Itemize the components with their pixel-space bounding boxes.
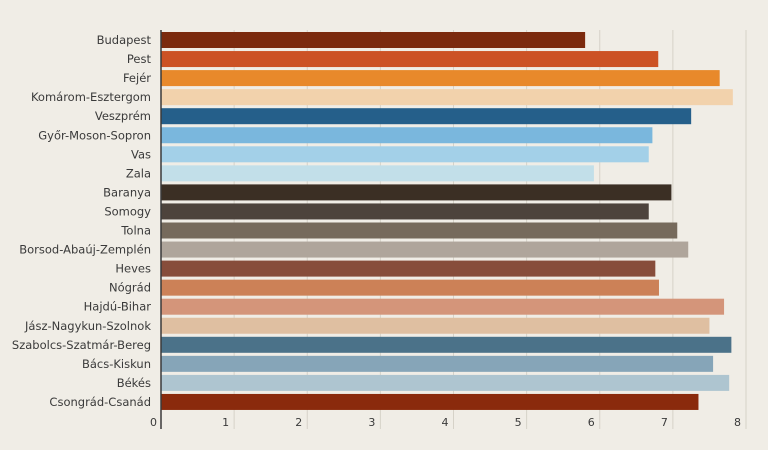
category-label: Pest <box>127 52 152 66</box>
bar[interactable] <box>161 355 714 372</box>
bar[interactable] <box>161 222 678 239</box>
category-label: Komárom-Esztergom <box>31 90 151 104</box>
category-label: Fejér <box>123 71 151 85</box>
category-label: Jász-Nagykun-Szolnok <box>24 319 151 333</box>
bar[interactable] <box>161 203 649 220</box>
category-label: Somogy <box>104 204 151 218</box>
bar[interactable] <box>161 165 594 182</box>
category-label: Bács-Kiskun <box>82 357 151 371</box>
bar[interactable] <box>161 298 725 315</box>
bar[interactable] <box>161 32 586 48</box>
x-tick-label: 7 <box>661 416 668 429</box>
bar[interactable] <box>161 146 649 163</box>
category-label: Zala <box>126 166 151 180</box>
category-label: Szabolcs-Szatmár-Bereg <box>12 338 151 352</box>
bar[interactable] <box>161 89 733 106</box>
x-tick-label: 4 <box>442 416 449 429</box>
category-label: Baranya <box>103 185 151 199</box>
x-tick-label: 3 <box>368 416 375 429</box>
category-label: Hajdú-Bihar <box>84 300 152 314</box>
bar[interactable] <box>161 127 653 144</box>
bar[interactable] <box>161 241 689 258</box>
bar[interactable] <box>161 279 659 296</box>
bar[interactable] <box>161 336 732 353</box>
bar[interactable] <box>161 51 659 68</box>
x-tick-layer: 0 1 2 3 4 5 6 7 8 <box>150 416 741 429</box>
x-tick-label: 8 <box>734 416 741 429</box>
bar[interactable] <box>161 393 699 410</box>
x-tick-label: 6 <box>588 416 595 429</box>
x-tick-label: 1 <box>222 416 229 429</box>
bar[interactable] <box>161 108 692 125</box>
category-label: Heves <box>115 262 151 276</box>
category-label: Budapest <box>97 33 152 47</box>
x-tick-label: 2 <box>295 416 302 429</box>
x-tick-label: 5 <box>515 416 522 429</box>
category-label: Tolna <box>120 224 151 238</box>
bar[interactable] <box>161 70 720 87</box>
bar[interactable] <box>161 374 730 391</box>
category-label: Csongrád-Csanád <box>49 395 151 409</box>
category-label-layer: Budapest Pest Fejér Komárom-Esztergom Veszpr… <box>12 33 152 409</box>
bar[interactable] <box>161 317 710 334</box>
category-label: Vas <box>131 147 151 161</box>
bar[interactable] <box>161 184 672 201</box>
bar-layer <box>161 32 733 410</box>
bar[interactable] <box>161 260 656 277</box>
category-label: Borsod-Abaúj-Zemplén <box>19 243 151 257</box>
category-label: Veszprém <box>95 109 151 123</box>
category-label: Nógrád <box>109 281 151 295</box>
x-tick-label: 0 <box>150 416 157 429</box>
category-label: Győr-Moson-Sopron <box>38 128 151 142</box>
category-label: Békés <box>117 376 151 390</box>
